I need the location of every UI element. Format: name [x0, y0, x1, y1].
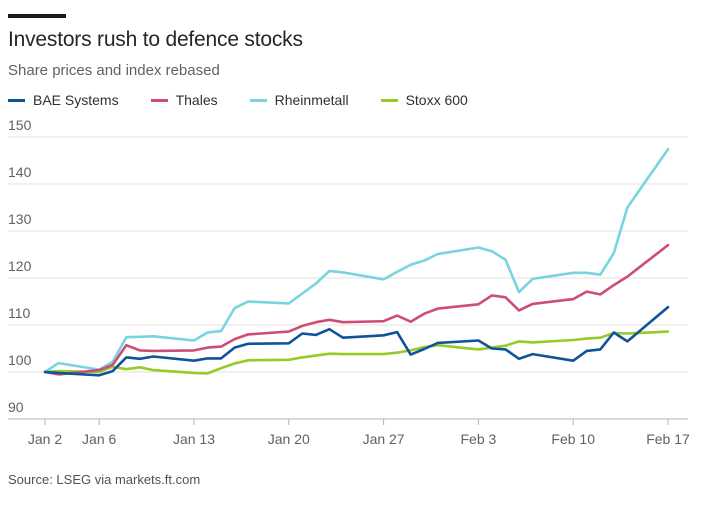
- legend-item-thales: Thales: [150, 92, 218, 108]
- x-tick-label: Jan 20: [268, 431, 310, 447]
- legend-item-stoxx-600: Stoxx 600: [380, 92, 468, 108]
- x-tick-label: Feb 17: [646, 431, 690, 447]
- x-tick-label: Feb 10: [551, 431, 595, 447]
- y-tick-label: 110: [8, 305, 31, 321]
- y-tick-label: 120: [8, 258, 32, 274]
- chart-legend: BAE Systems Thales Rheinmetall Stoxx 600: [8, 92, 500, 108]
- chart-title: Investors rush to defence stocks: [8, 28, 303, 51]
- series-line-rheinmetall: [43, 147, 670, 374]
- y-tick-label: 130: [8, 211, 32, 227]
- y-tick-label: 100: [8, 352, 32, 368]
- y-tick-label: 140: [8, 164, 32, 180]
- source-note: Source: LSEG via markets.ft.com: [8, 472, 201, 487]
- x-tick-label: Jan 6: [82, 431, 116, 447]
- legend-swatch: [150, 98, 168, 102]
- ft-top-bar: [8, 14, 66, 18]
- x-tick-label: Feb 3: [460, 431, 496, 447]
- legend-label: Thales: [175, 92, 218, 108]
- legend-label: Rheinmetall: [274, 92, 349, 108]
- legend-swatch: [8, 98, 25, 102]
- legend-label: BAE Systems: [33, 92, 119, 108]
- x-tick-label: Jan 13: [173, 431, 215, 447]
- chart-subtitle: Share prices and index rebased: [8, 62, 220, 79]
- legend-item-rheinmetall: Rheinmetall: [249, 92, 349, 108]
- x-tick-label: Jan 2: [28, 431, 62, 447]
- series-line-stoxx-600: [43, 330, 670, 375]
- x-tick-label: Jan 27: [363, 431, 405, 447]
- legend-swatch: [249, 98, 267, 102]
- y-tick-label: 150: [8, 117, 32, 133]
- legend-swatch: [380, 98, 398, 102]
- y-tick-label: 90: [8, 399, 24, 415]
- legend-label: Stoxx 600: [405, 92, 468, 108]
- series-line-bae-systems: [43, 305, 670, 377]
- legend-item-bae-systems: BAE Systems: [8, 92, 119, 108]
- series-line-thales: [43, 243, 670, 376]
